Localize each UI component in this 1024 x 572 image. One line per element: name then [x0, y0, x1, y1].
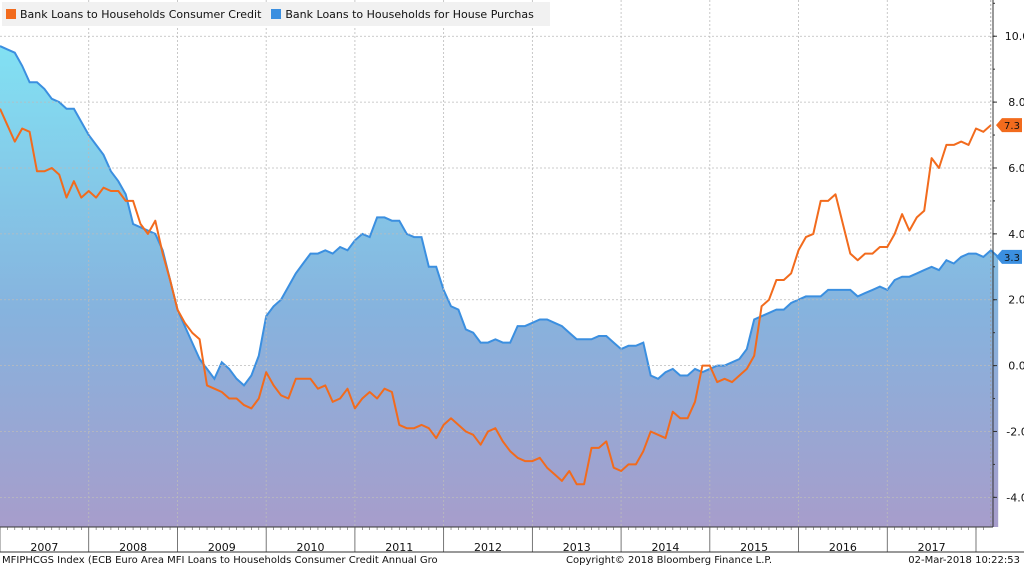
end-value-tag-0: [996, 118, 1022, 133]
legend-swatch-consumer-credit: [6, 9, 16, 19]
y-tick-label-7: -4.0: [1006, 491, 1024, 504]
y-tick-label-2: 6.0: [1008, 162, 1024, 175]
y-tick-label-4: 2.0: [1008, 294, 1024, 307]
x-tick-label-2009: 2009: [208, 541, 236, 554]
y-tick-label-6: -2.0: [1006, 425, 1024, 438]
y-tick-label-3: 4.0: [1008, 228, 1024, 241]
x-tick-label-2013: 2013: [563, 541, 591, 554]
x-tick-label-2011: 2011: [385, 541, 413, 554]
y-tick-label-1: 8.0: [1008, 96, 1024, 109]
footer-index-description: MFIPHCGS Index (ECB Euro Area MFI Loans …: [2, 555, 438, 566]
x-tick-label-2010: 2010: [297, 541, 325, 554]
legend-label-consumer-credit: Bank Loans to Households Consumer Credit: [20, 7, 262, 21]
y-tick-label-5: 0.0: [1008, 360, 1024, 373]
x-tick-label-2008: 2008: [119, 541, 147, 554]
x-tick-label-2012: 2012: [474, 541, 502, 554]
y-tick-label-0: 10.0: [1005, 30, 1024, 43]
end-value-label-0: 7.3: [1004, 121, 1020, 132]
x-tick-label-2017: 2017: [918, 541, 946, 554]
x-tick-label-2016: 2016: [829, 541, 857, 554]
footer-copyright: Copyright© 2018 Bloomberg Finance L.P.: [566, 555, 773, 566]
legend-item-consumer-credit: Bank Loans to Households Consumer Credit: [6, 8, 261, 21]
x-tick-label-2007: 2007: [30, 541, 58, 554]
legend-item-house-purchase: Bank Loans to Households for House Purch…: [271, 7, 534, 21]
legend-swatch-house-purchase: [271, 9, 282, 19]
x-tick-label-2014: 2014: [651, 541, 679, 554]
footer-timestamp: 02-Mar-2018 10:22:53: [908, 555, 1020, 566]
end-value-label-1: 3.3: [1004, 253, 1020, 264]
legend: Bank Loans to Households Consumer Credit…: [2, 2, 550, 26]
legend-label-house-purchase: Bank Loans to Households for House Purch…: [285, 7, 534, 21]
end-value-tag-1: [996, 249, 1022, 264]
series-line-0: [0, 108, 992, 486]
chart-footer: MFIPHCGS Index (ECB Euro Area MFI Loans …: [0, 553, 1024, 568]
x-tick-label-2015: 2015: [740, 541, 768, 554]
